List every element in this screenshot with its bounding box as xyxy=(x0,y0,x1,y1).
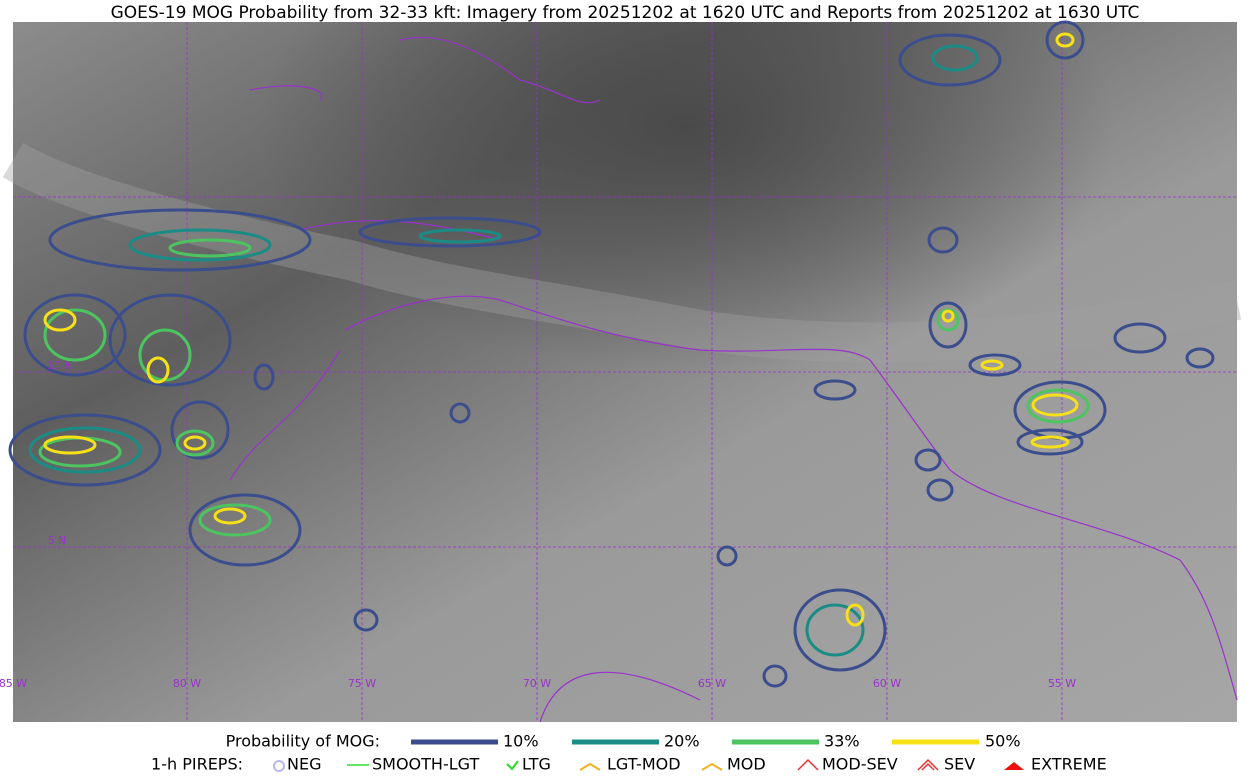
lon-label: 70 W xyxy=(523,677,551,690)
lon-label: 60 W xyxy=(873,677,901,690)
legend-item: MOD-SEV xyxy=(822,755,898,774)
lat-label: 5 N xyxy=(48,534,67,547)
legend-pireps: 1-h PIREPS: NEG SMOOTH-LGT LTG LGT-MOD M… xyxy=(151,755,1107,774)
lon-label: 80 W xyxy=(173,677,201,690)
lon-label: 85 W xyxy=(0,677,27,690)
contours xyxy=(8,20,1215,688)
legend-item: NEG xyxy=(287,755,321,774)
legend-title: Probability of MOG: xyxy=(226,732,380,751)
legend-item: SEV xyxy=(944,755,975,774)
title: GOES-19 MOG Probability from 32-33 kft: … xyxy=(111,3,1140,23)
lon-label: 75 W xyxy=(348,677,376,690)
legend-item: MOD xyxy=(727,755,766,774)
legend-item: 20% xyxy=(664,732,700,751)
lon-label: 65 W xyxy=(698,677,726,690)
legend-item: LTG xyxy=(522,755,551,774)
lon-label: 55 W xyxy=(1048,677,1076,690)
lat-label: 10 N xyxy=(47,359,73,372)
grid xyxy=(13,22,1237,722)
map: 10 N 5 N 85 W 80 W 75 W 70 W 65 W 60 W 5… xyxy=(0,20,1242,723)
legend-item: EXTREME xyxy=(1031,755,1107,774)
legend-title: 1-h PIREPS: xyxy=(151,755,243,774)
legend-item: 50% xyxy=(985,732,1021,751)
legend-item: 10% xyxy=(503,732,539,751)
legend-item: LGT-MOD xyxy=(607,755,681,774)
legend-item: 33% xyxy=(824,732,860,751)
legend-probability: Probability of MOG: 10% 20% 33% 50% xyxy=(226,732,1021,751)
legend-item: SMOOTH-LGT xyxy=(372,755,479,774)
